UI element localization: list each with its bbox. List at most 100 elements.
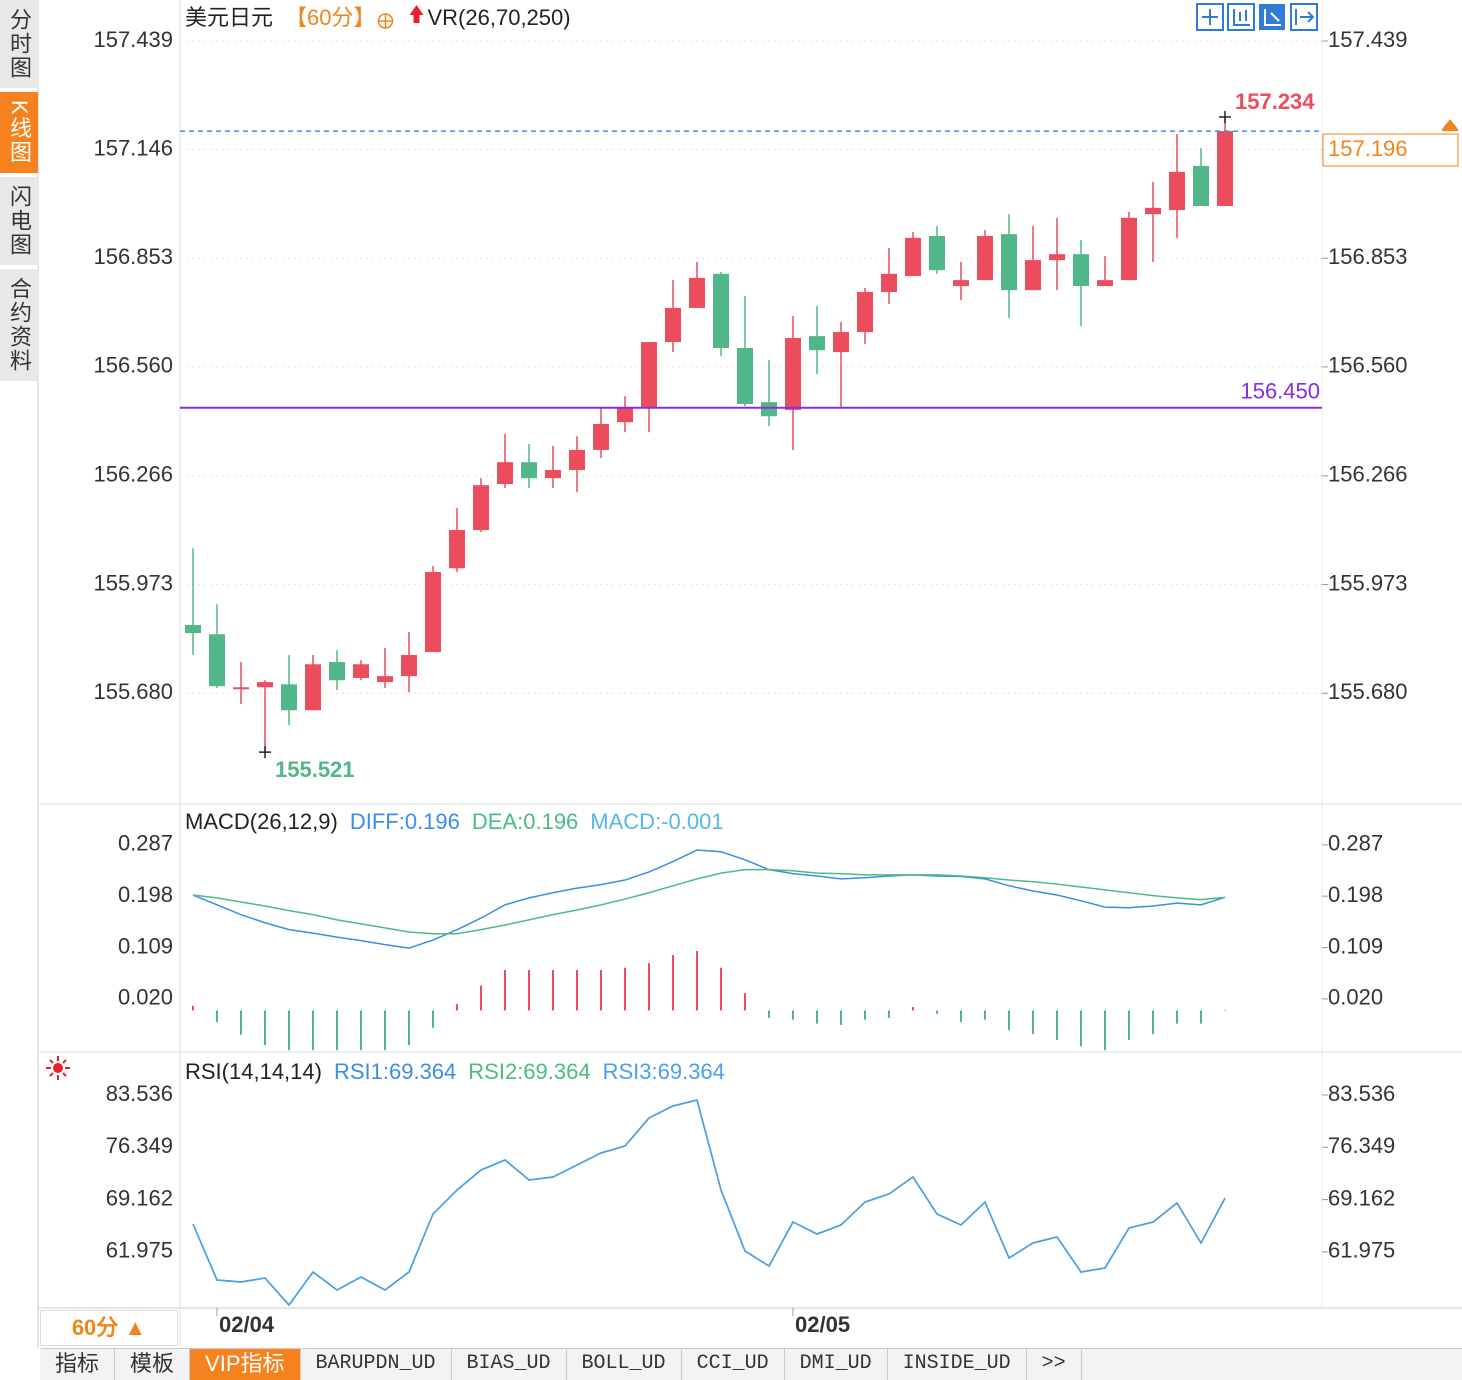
high-marker: [1219, 110, 1231, 123]
y-tick-label-right: 0.020: [1328, 985, 1383, 1010]
candle-body: [521, 462, 537, 479]
y-tick-label-right: 155.973: [1328, 570, 1408, 595]
y-tick-label: 155.680: [93, 679, 173, 704]
y-tick-label-right: 61.975: [1328, 1238, 1395, 1263]
toolbar-tab[interactable]: VIP指标: [190, 1349, 301, 1380]
y-tick-label: 156.853: [93, 244, 173, 269]
candle-body: [545, 469, 561, 479]
y-tick-label-right: 0.198: [1328, 882, 1383, 907]
candle-body: [1193, 165, 1209, 206]
side-tab[interactable]: 合约资料: [0, 268, 38, 381]
y-tick-label: 0.198: [118, 882, 173, 907]
toolbar-tab[interactable]: 模板: [115, 1349, 191, 1380]
y-tick-label: 69.162: [106, 1185, 173, 1210]
y-tick-label-right: 0.109: [1328, 933, 1383, 958]
y-tick-label-right: 157.439: [1328, 27, 1408, 52]
candle-body: [257, 682, 273, 688]
candle-body: [1073, 254, 1089, 287]
candle-body: [929, 236, 945, 271]
candle-body: [353, 664, 369, 679]
candle-body: [473, 485, 489, 531]
panel-title: RSI(14,14,14): [185, 1059, 322, 1084]
high-label: 157.234: [1235, 89, 1315, 114]
last-price-label: 157.196: [1328, 136, 1408, 161]
last-price-box: [1322, 133, 1459, 167]
toolbar-tab[interactable]: BOLL_UD: [567, 1349, 682, 1380]
indicator-line: [192, 849, 1226, 949]
x-tick-label: 02/04: [219, 1312, 275, 1337]
toolbar-tab[interactable]: 指标: [40, 1349, 116, 1380]
candle-body: [785, 337, 801, 410]
candle-body: [233, 687, 249, 690]
candle-body: [713, 273, 729, 348]
indicator-line: [192, 1099, 1226, 1307]
candle-body: [185, 624, 201, 634]
icon-glyph: [1233, 9, 1250, 26]
panel-title: MACD(26,12,9): [185, 809, 338, 834]
candle-body: [1121, 217, 1137, 281]
y-tick-label-right: 83.536: [1328, 1081, 1395, 1106]
legend-entry: RSI3:69.364: [603, 1059, 725, 1084]
y-tick-label: 61.975: [106, 1238, 173, 1263]
toolbar-tab[interactable]: >>: [1027, 1349, 1082, 1380]
candle-body: [1217, 131, 1233, 206]
icon[interactable]: [1259, 4, 1285, 30]
candle-body: [833, 332, 849, 353]
candle-body: [281, 684, 297, 711]
candle-body: [737, 347, 753, 404]
side-tab[interactable]: K线图: [0, 92, 38, 173]
sidebar: 分时图 K线图 闪电图 合约资料: [0, 0, 38, 385]
toolbar-tab[interactable]: BIAS_UD: [452, 1349, 567, 1380]
candle-body: [641, 342, 657, 409]
candle-body: [1145, 207, 1161, 215]
y-tick-label: 83.536: [106, 1081, 173, 1106]
indicator-line: [192, 868, 1226, 935]
candle-body: [809, 336, 825, 351]
candle-body: [953, 280, 969, 287]
indicator-icon: [409, 5, 424, 23]
side-tab[interactable]: 分时图: [0, 0, 38, 88]
y-tick-label-right: 76.349: [1328, 1133, 1395, 1158]
y-tick-label: 156.266: [93, 462, 173, 487]
toolbar-icons[interactable]: [1196, 3, 1318, 31]
side-tab[interactable]: 闪电图: [0, 176, 38, 265]
candle-body: [497, 462, 513, 485]
toolbar-tab[interactable]: BARUPDN_UD: [301, 1349, 452, 1380]
y-tick-label-right: 155.680: [1328, 679, 1408, 704]
candle-body: [569, 449, 585, 470]
y-tick-label-right: 0.287: [1328, 831, 1383, 856]
candle-body: [1049, 254, 1065, 261]
rsi-icon: [46, 1056, 70, 1080]
icon[interactable]: [1196, 3, 1224, 31]
candle-body: [401, 655, 417, 677]
y-tick-label-right: 156.560: [1328, 353, 1408, 378]
toolbar: 指标 模板 VIP指标 BARUPDN_UD BIAS_UD BOLL_UD CCI_UD D…: [40, 1348, 1462, 1380]
candle-body: [1025, 260, 1041, 291]
candle-body: [425, 571, 441, 653]
legend-entry: RSI1:69.364: [334, 1059, 456, 1084]
reference-label: 156.450: [1240, 379, 1320, 404]
period-selector[interactable]: 60分 ▲: [40, 1310, 178, 1346]
candle-body: [665, 307, 681, 343]
icon-glyph: [1264, 9, 1281, 26]
y-tick-label-right: 156.266: [1328, 462, 1408, 487]
legend-entry: DEA:0.196: [472, 809, 578, 834]
candle-body: [761, 402, 777, 417]
toolbar-tab[interactable]: INSIDE_UD: [888, 1349, 1027, 1380]
x-tick-label: 02/05: [795, 1312, 850, 1337]
candle-body: [1097, 280, 1113, 287]
candle-body: [593, 424, 609, 450]
candle-body: [977, 236, 993, 281]
toolbar-tab[interactable]: DMI_UD: [785, 1349, 888, 1380]
candle-body: [881, 273, 897, 293]
last-price-arrow: [1442, 119, 1458, 130]
low-marker: [259, 746, 271, 759]
icon-glyph: [1295, 9, 1315, 25]
y-tick-label: 0.109: [118, 933, 173, 958]
candle-body: [857, 292, 873, 333]
indicator-label: VR(26,70,250): [428, 5, 571, 30]
y-tick-label: 0.020: [118, 985, 173, 1010]
toolbar-tab[interactable]: CCI_UD: [682, 1349, 785, 1380]
